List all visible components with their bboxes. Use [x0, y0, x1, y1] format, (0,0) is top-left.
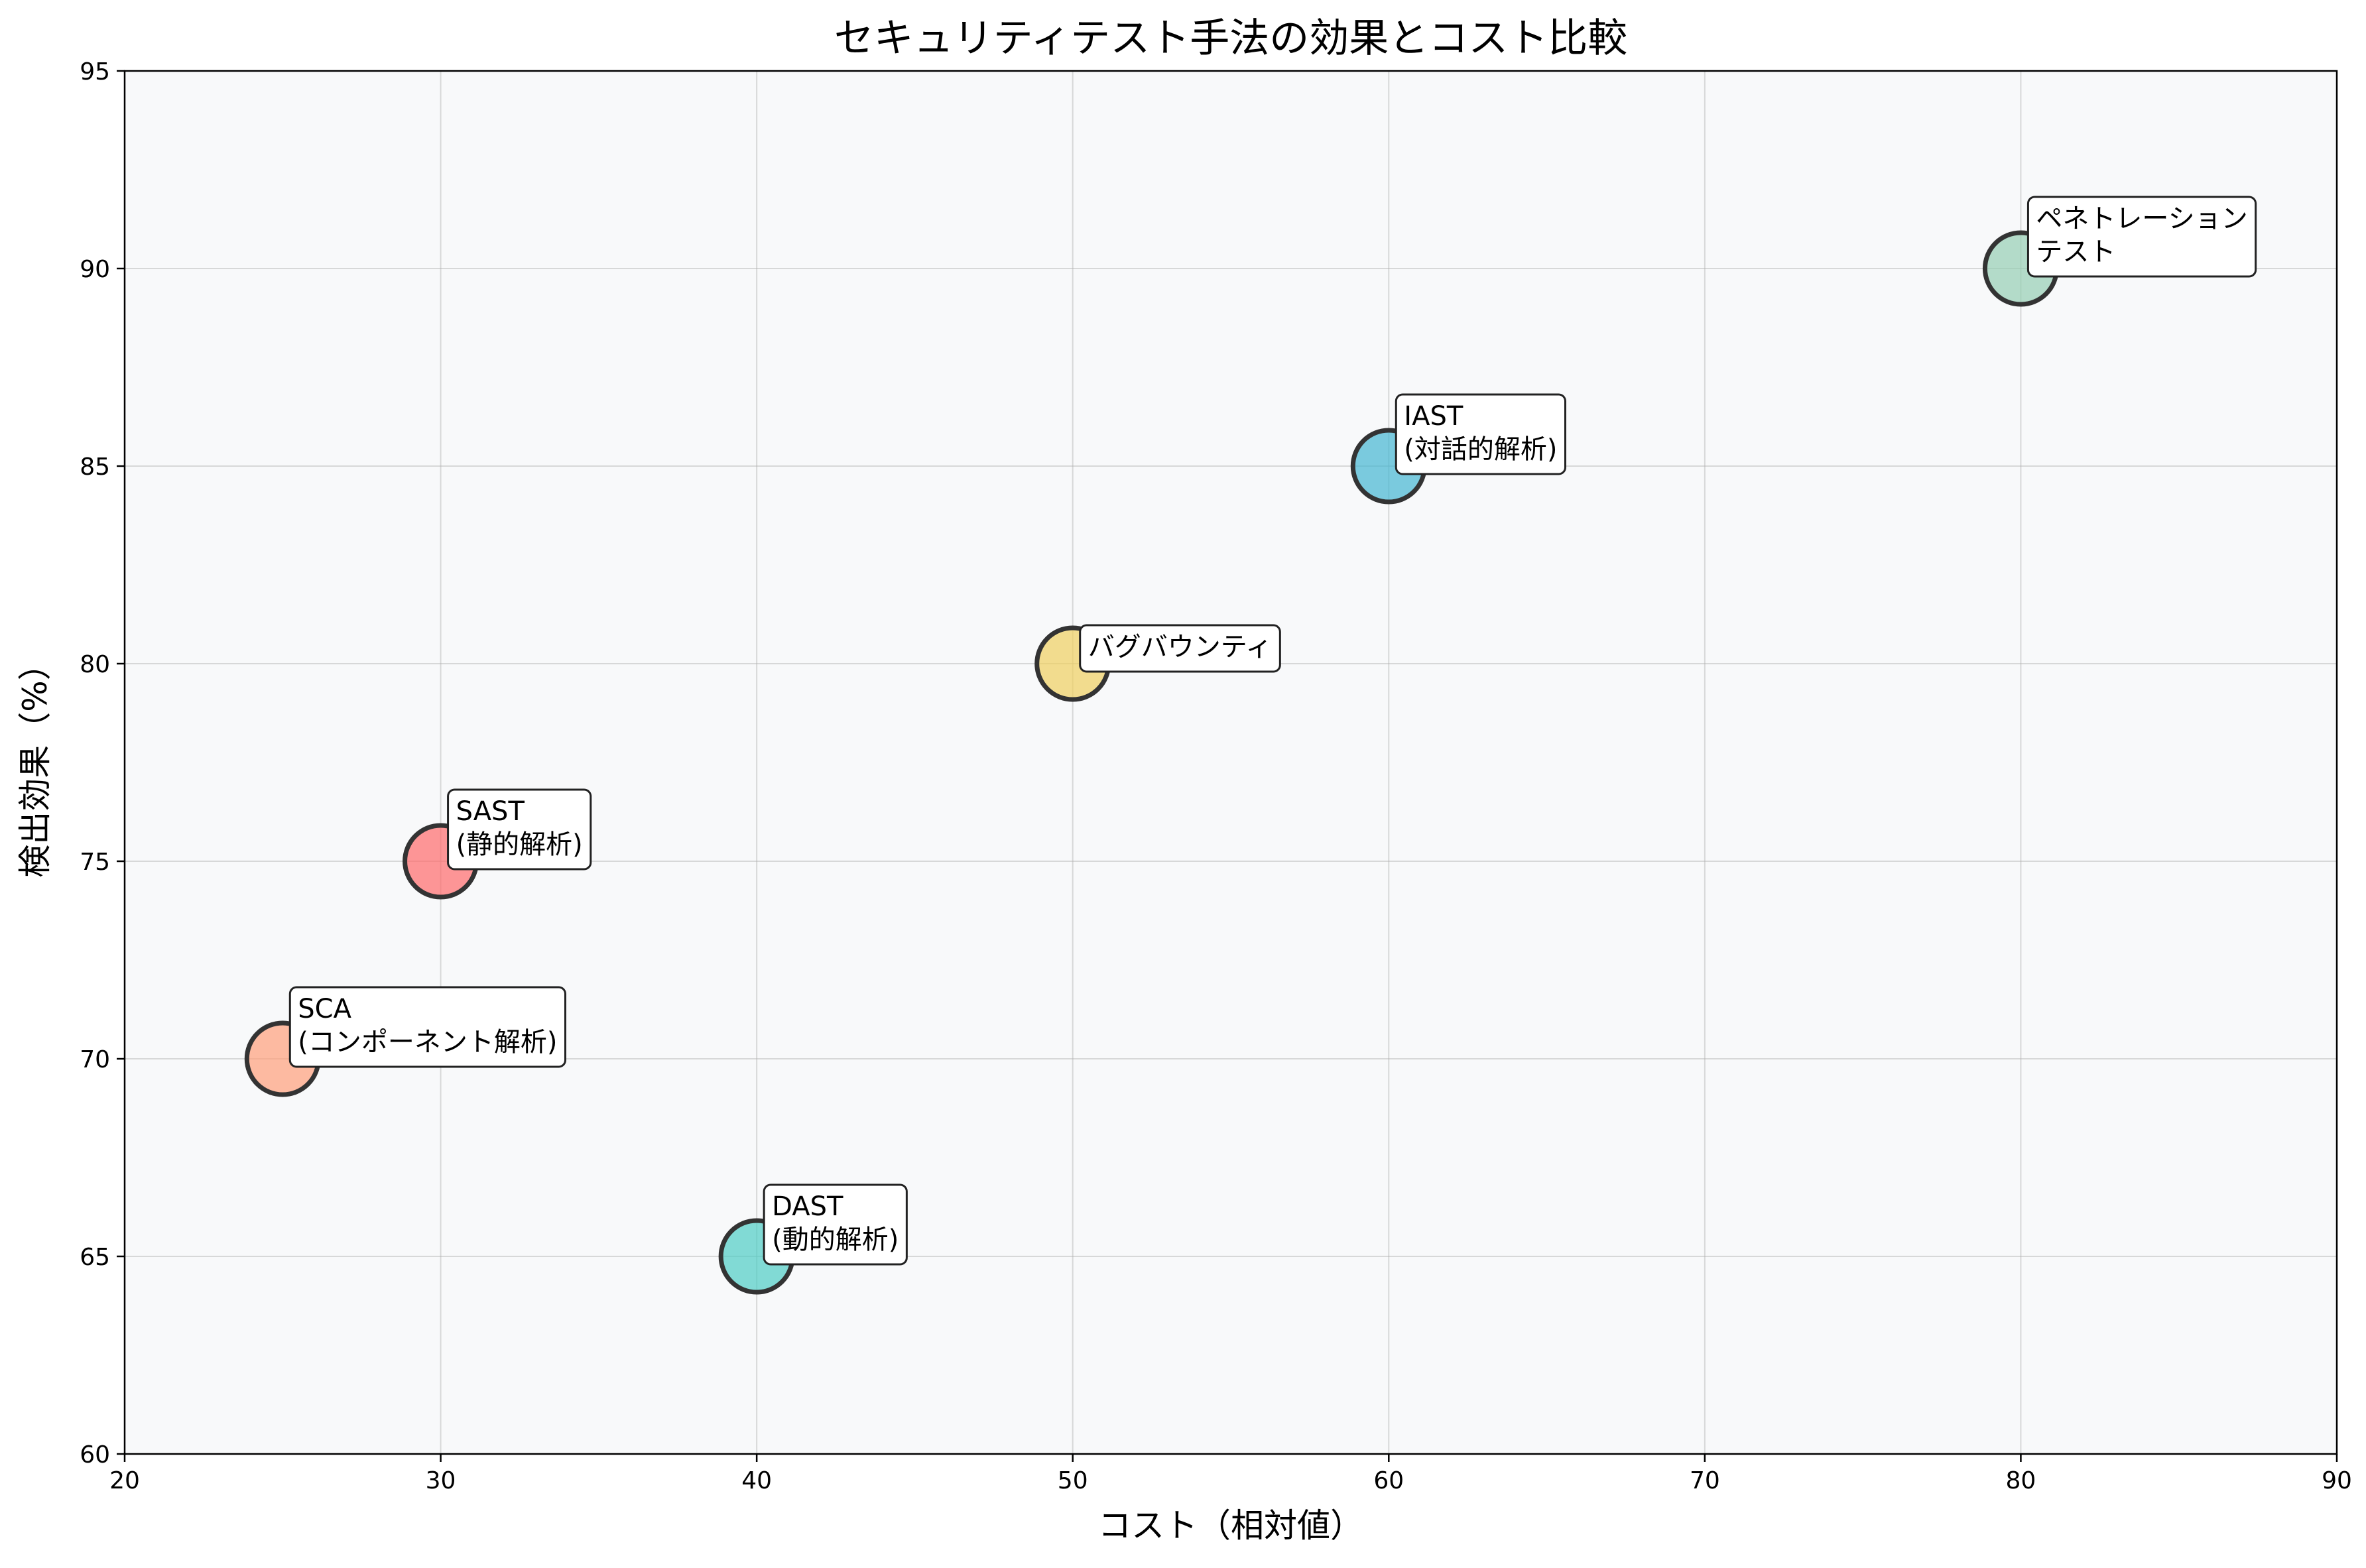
y-axis-label: 検出効果（%）: [16, 647, 54, 878]
y-tick-label: 65: [80, 1244, 110, 1271]
annotation-text: (対話的解析): [1404, 434, 1557, 465]
x-axis-label: コスト（相対値）: [1098, 1506, 1363, 1545]
annotation-text: (静的解析): [456, 829, 583, 860]
annotation-text: SCA: [298, 994, 351, 1024]
annotation-text: DAST: [772, 1191, 843, 1222]
y-tick-label: 90: [80, 256, 110, 283]
annotation-text: ペネトレーション: [2036, 204, 2247, 234]
x-tick-label: 50: [1058, 1467, 1088, 1494]
point-annotation: SAST(静的解析): [447, 788, 592, 871]
x-tick-label: 40: [741, 1467, 772, 1494]
x-tick-label: 20: [109, 1467, 140, 1494]
y-tick-label: 70: [80, 1046, 110, 1073]
annotation-box: [1395, 393, 1567, 475]
annotation-text: IAST: [1404, 401, 1463, 432]
annotation-box: [2026, 196, 2257, 278]
annotation-text: SAST: [456, 796, 525, 827]
annotation-box: [1079, 624, 1281, 673]
point-annotations: SAST(静的解析) DAST(動的解析) IAST(対話的解析) ペネトレーションテ…: [288, 196, 2257, 1266]
annotation-text: (動的解析): [772, 1225, 899, 1255]
point-annotation: DAST(動的解析): [763, 1183, 908, 1266]
point-annotation: SCA(コンポーネント解析): [288, 986, 567, 1068]
y-tick-label: 80: [80, 651, 110, 678]
plot-area: [125, 71, 2337, 1454]
y-tick-label: 75: [80, 849, 110, 876]
chart-title: セキュリティテスト手法の効果とコスト比較: [834, 15, 1627, 62]
annotation-text: バグバウンティ: [1088, 632, 1273, 662]
y-tick-label: 95: [80, 58, 110, 86]
x-tick-label: 80: [2006, 1467, 2036, 1494]
annotation-text: (コンポーネント解析): [298, 1027, 557, 1057]
x-tick-label: 90: [2322, 1467, 2352, 1494]
annotation-box: [447, 788, 592, 871]
annotation-box: [288, 986, 567, 1068]
y-tick-label: 85: [80, 453, 110, 481]
point-annotation: IAST(対話的解析): [1395, 393, 1567, 475]
annotation-text: テスト: [2036, 237, 2115, 267]
x-tick-label: 30: [426, 1467, 456, 1494]
x-tick-label: 60: [1373, 1467, 1404, 1494]
point-annotation: バグバウンティ: [1079, 624, 1281, 673]
axis-ticks: 20 30 40 50 60 70 80 90 60 65 70 75 80 85 90 95: [80, 58, 2352, 1494]
x-tick-label: 70: [1690, 1467, 1720, 1494]
plot-frame: [123, 70, 2338, 1455]
y-tick-label: 60: [80, 1441, 110, 1469]
annotation-box: [763, 1183, 908, 1266]
